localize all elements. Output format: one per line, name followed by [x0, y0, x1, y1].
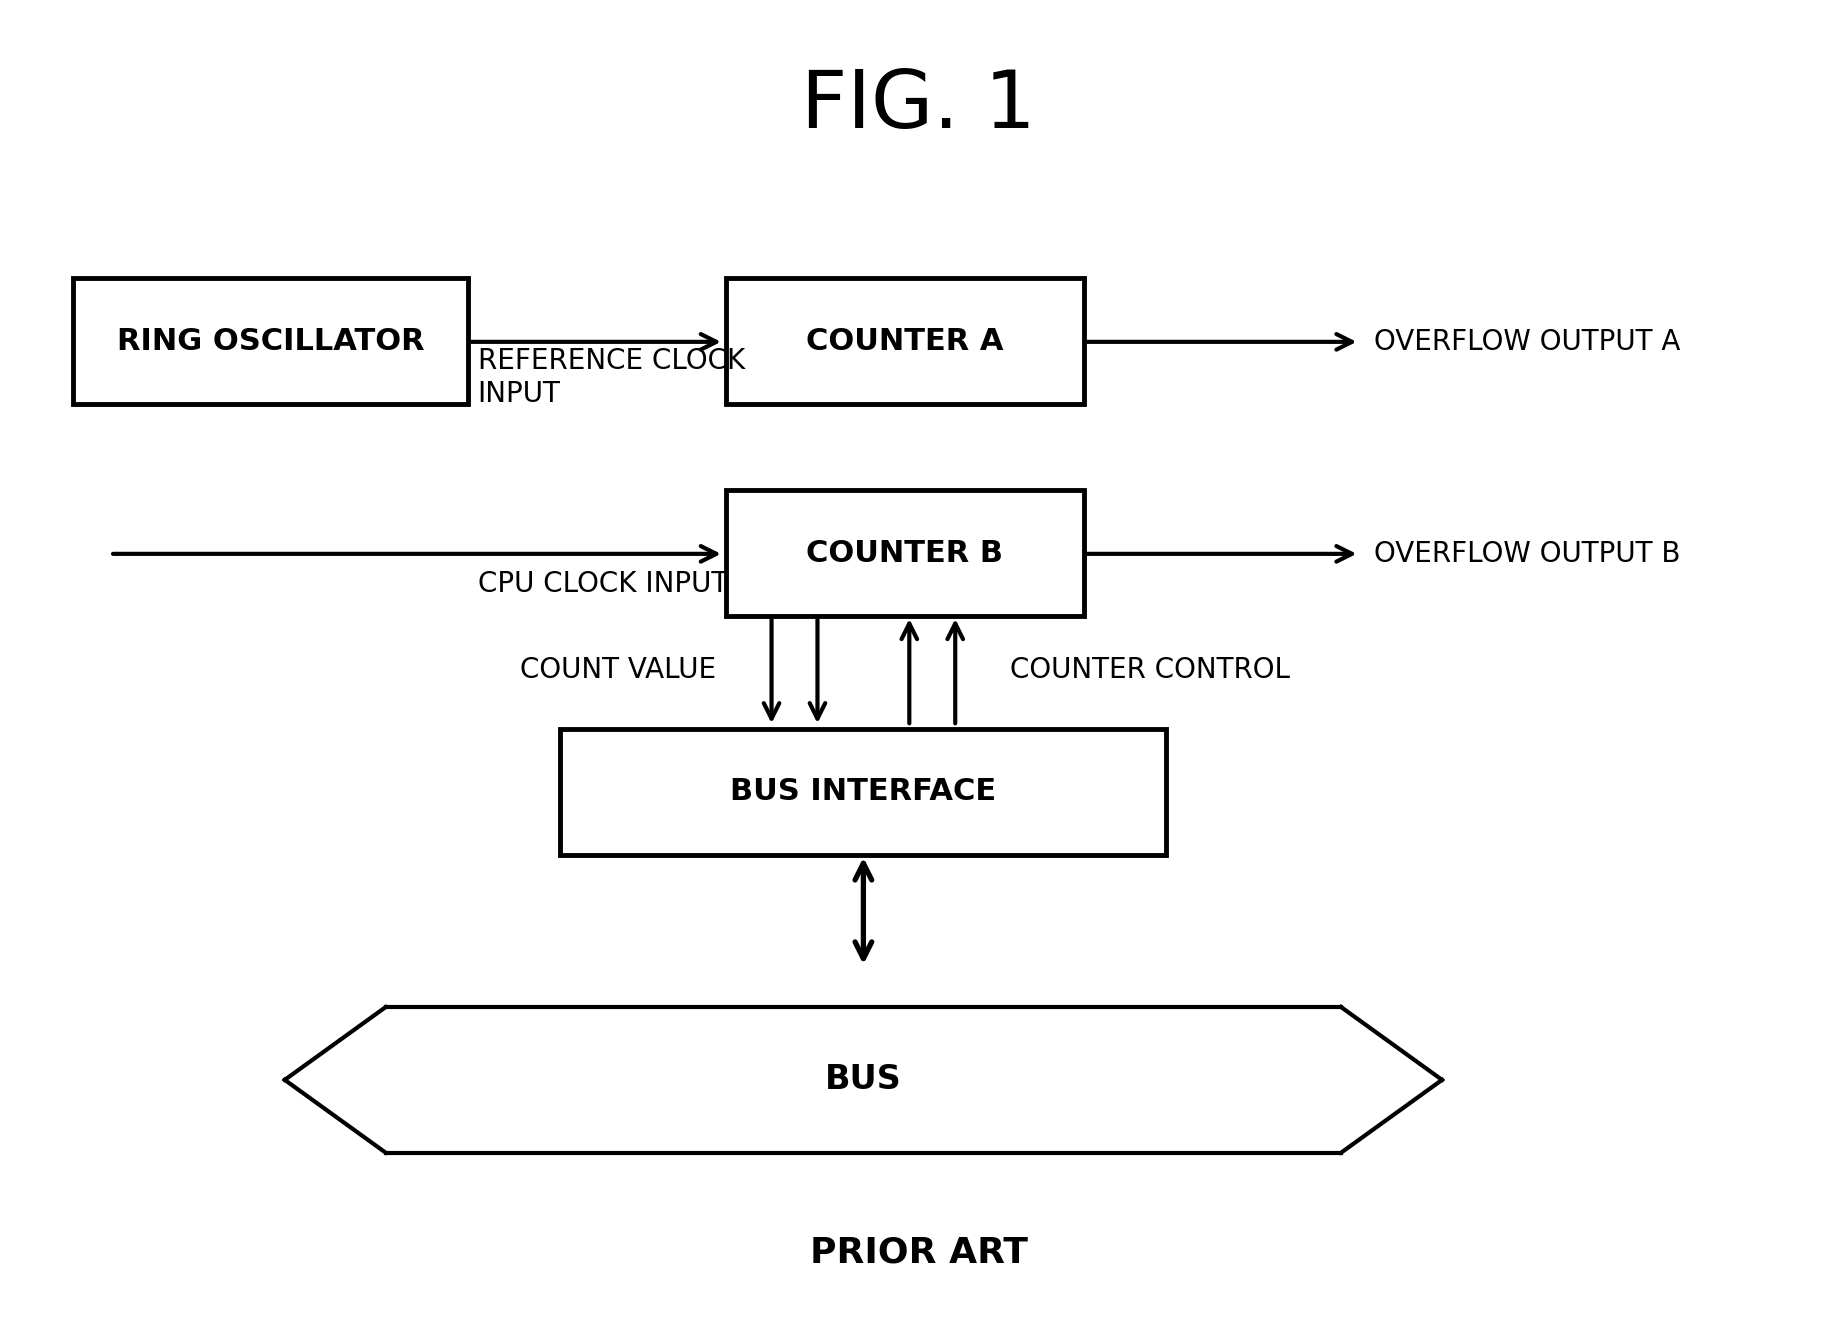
Text: BUS: BUS: [825, 1064, 902, 1096]
Bar: [726, 278, 1084, 404]
Text: CPU CLOCK INPUT: CPU CLOCK INPUT: [478, 570, 727, 598]
Text: RING OSCILLATOR: RING OSCILLATOR: [118, 327, 424, 355]
Text: BUS INTERFACE: BUS INTERFACE: [731, 778, 996, 806]
Text: COUNTER A: COUNTER A: [806, 327, 1003, 355]
Bar: [560, 729, 1166, 855]
Bar: [73, 278, 468, 404]
Text: COUNTER B: COUNTER B: [806, 539, 1003, 567]
Text: COUNTER CONTROL: COUNTER CONTROL: [1010, 656, 1290, 685]
Text: OVERFLOW OUTPUT B: OVERFLOW OUTPUT B: [1374, 539, 1681, 568]
Text: PRIOR ART: PRIOR ART: [810, 1235, 1027, 1269]
Text: REFERENCE CLOCK
INPUT: REFERENCE CLOCK INPUT: [478, 347, 744, 408]
Text: COUNT VALUE: COUNT VALUE: [520, 656, 716, 685]
Bar: [726, 490, 1084, 616]
Text: FIG. 1: FIG. 1: [801, 68, 1036, 144]
Text: OVERFLOW OUTPUT A: OVERFLOW OUTPUT A: [1374, 327, 1681, 356]
